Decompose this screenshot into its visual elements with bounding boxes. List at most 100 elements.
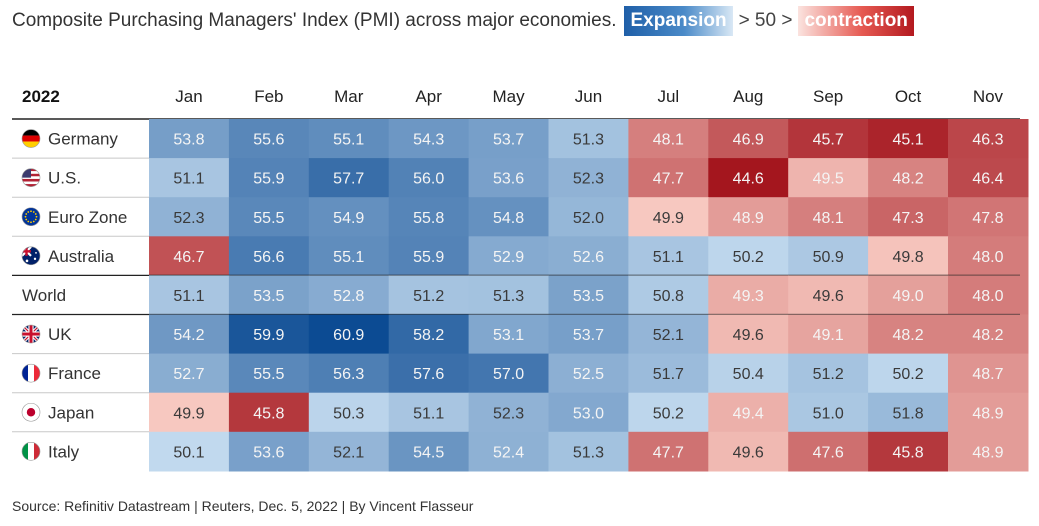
cell-value: 48.1 [813,210,844,227]
cell-value: 52.1 [653,327,684,344]
heat-cell-italy-apr [388,431,470,472]
heat-cell-japan-jul [628,392,709,433]
cell-value: 50.1 [173,444,204,461]
eu-flag-icon [21,207,41,227]
heat-cell-world-mar [308,275,390,316]
cell-value: 53.7 [493,132,524,149]
heat-cell-germany-may [468,119,550,159]
heat-cell-japan-aug [708,392,789,433]
cell-value: 46.9 [733,132,764,149]
cell-value: 49.8 [892,249,923,266]
heat-cell-japan-mar [308,392,390,433]
germany-flag-icon [21,129,41,148]
heat-cell-u-s-apr [388,158,470,198]
heat-cell-germany-mar [308,119,390,159]
cell-value: 53.7 [573,327,604,344]
heat-cell-uk-jul [628,314,709,355]
row-label-euro-zone: Euro Zone [48,208,127,227]
cell-value: 54.2 [173,327,204,344]
cell-value: 45.8 [892,444,923,461]
expansion-badge: Expansion [624,6,733,36]
heat-cell-euro-zone-sep [788,197,869,237]
heat-cell-euro-zone-feb [228,197,310,237]
heat-cell-france-feb [228,353,310,394]
cell-value: 49.0 [892,288,923,305]
cell-value: 47.3 [892,210,923,227]
cell-value: 51.2 [813,366,844,383]
column-header-mar: Mar [334,87,364,106]
heat-cell-japan-feb [228,392,310,433]
heat-cell-world-sep [788,275,869,316]
cell-value: 52.3 [573,171,604,188]
france-flag-icon [21,363,41,383]
cell-value: 52.7 [173,366,204,383]
cell-value: 52.9 [493,249,524,266]
heat-cell-u-s-may [468,158,550,198]
heat-cell-france-sep [788,353,869,394]
heat-cell-japan-jan [149,392,230,433]
cell-value: 53.5 [573,288,604,305]
cell-value: 54.3 [413,132,444,149]
cell-value: 51.1 [653,249,684,266]
cell-value: 56.0 [413,171,444,188]
contraction-badge: contraction [798,6,914,36]
cell-value: 55.9 [253,171,284,188]
heat-cell-france-jan [149,353,230,394]
heat-cell-euro-zone-jan [149,197,230,237]
heat-cell-euro-zone-may [468,197,550,237]
heat-cell-world-jul [628,275,709,316]
heat-cell-uk-sep [788,314,869,355]
column-header-oct: Oct [895,87,922,106]
cell-value: 52.0 [573,210,604,227]
cell-value: 49.9 [173,405,204,422]
column-header-sep: Sep [813,87,843,106]
cell-value: 46.3 [972,132,1003,149]
cell-value: 53.0 [573,405,604,422]
heat-cell-euro-zone-aug [708,197,789,237]
row-label-italy: Italy [48,442,80,461]
cell-value: 49.6 [733,444,764,461]
cell-value: 45.8 [253,405,284,422]
cell-value: 51.7 [653,366,684,383]
italy-flag-icon [21,442,41,461]
heat-cell-australia-mar [308,236,390,276]
cell-value: 51.3 [573,444,604,461]
cell-value: 48.1 [653,132,684,149]
column-header-jun: Jun [575,87,602,106]
heat-cell-world-apr [388,275,470,316]
cell-value: 56.3 [333,366,364,383]
heat-cell-uk-mar [308,314,390,355]
column-header-jul: Jul [657,87,679,106]
heat-cell-japan-oct [868,392,949,433]
heat-cell-italy-may [468,431,550,472]
cell-value: 50.4 [733,366,764,383]
cell-value: 60.9 [333,327,364,344]
heat-cell-uk-may [468,314,550,355]
cell-value: 48.0 [972,249,1003,266]
cell-value: 51.0 [813,405,844,422]
heat-cell-japan-jun [548,392,629,433]
row-label-france: France [48,364,101,383]
heat-cell-australia-sep [788,236,869,276]
heat-cell-france-nov [948,353,1029,394]
cell-value: 54.8 [493,210,524,227]
year-label: 2022 [22,87,60,106]
threshold-label: > 50 > [738,10,793,31]
australia-flag-icon [21,246,41,266]
heat-cell-u-s-oct [868,158,949,198]
heat-cell-u-s-jul [628,158,709,198]
heat-cell-euro-zone-apr [388,197,470,237]
cell-value: 50.8 [653,288,684,305]
heat-cell-germany-aug [708,119,789,159]
heat-cell-euro-zone-jun [548,197,629,237]
column-header-feb: Feb [254,87,283,106]
heat-cell-uk-jun [548,314,629,355]
heat-cell-u-s-jun [548,158,629,198]
cell-value: 49.1 [813,327,844,344]
cell-value: 57.0 [493,366,524,383]
cell-value: 57.7 [333,171,364,188]
cell-value: 46.4 [972,171,1003,188]
row-label-uk: UK [48,325,72,344]
cell-value: 53.8 [173,132,204,149]
heat-cell-france-aug [708,353,789,394]
